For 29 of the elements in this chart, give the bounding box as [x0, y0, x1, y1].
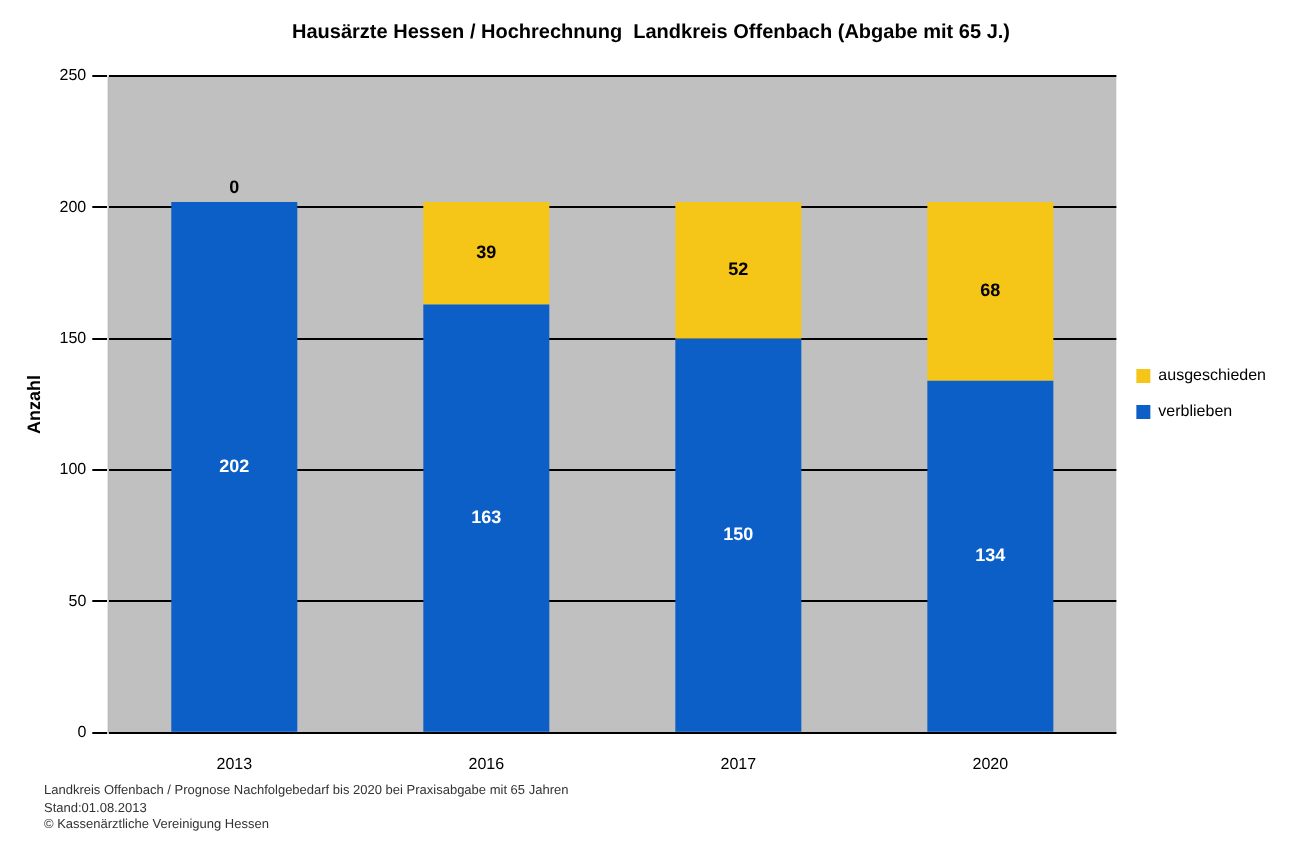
x-tick-label: 2013: [216, 754, 254, 773]
bar: [675, 202, 802, 339]
data-label: 150: [723, 524, 754, 545]
chart-title: Hausärzte Hessen / Hochrechnung Landkreis Offenbach (Abgabe mit 65 J.): [292, 21, 1010, 44]
data-label: 202: [219, 455, 250, 476]
y-axis-title: Anzahl: [23, 374, 44, 434]
y-tick-label: 0: [77, 723, 88, 742]
y-tick-label: 250: [59, 66, 88, 85]
y-tick-label: 100: [59, 460, 88, 479]
y-tick-label: 50: [68, 591, 88, 610]
legend-label: ausgeschieden: [1158, 366, 1267, 385]
y-tick-label: 200: [59, 197, 88, 216]
data-label: 68: [980, 280, 1001, 301]
bar: [675, 338, 802, 732]
bar: [423, 202, 550, 305]
data-label: 134: [975, 545, 1006, 566]
bar: [171, 202, 298, 732]
x-tick-label: 2020: [972, 754, 1010, 773]
data-label: 39: [476, 242, 497, 263]
data-label: 163: [471, 507, 502, 528]
x-tick-label: 2016: [468, 754, 506, 773]
y-tick-label: 150: [59, 329, 88, 348]
data-label: 52: [728, 259, 749, 280]
bar: [927, 380, 1054, 732]
bar: [927, 202, 1054, 381]
bar: [423, 304, 550, 732]
x-tick-label: 2017: [720, 754, 758, 773]
legend-label: verblieben: [1158, 402, 1233, 421]
data-label: 0: [229, 177, 240, 198]
